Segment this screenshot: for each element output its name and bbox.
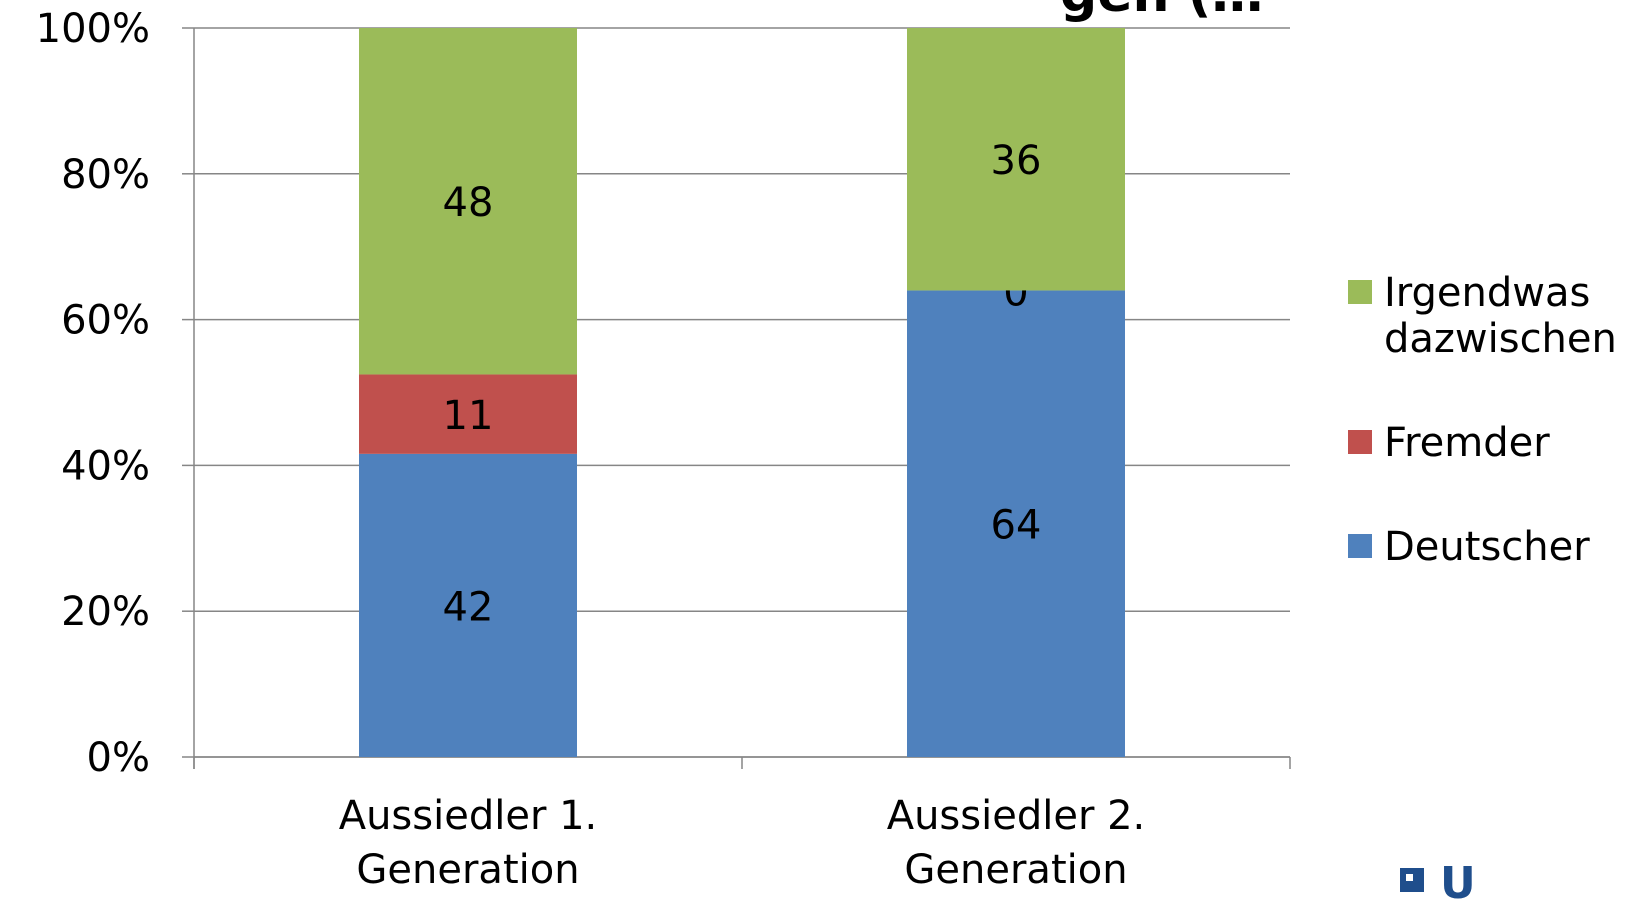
bar-segment (359, 374, 577, 454)
bar-segment (907, 290, 1125, 757)
y-tick-label: 100% (36, 6, 150, 52)
bar-segment (359, 28, 577, 375)
data-label: 42 (443, 584, 494, 630)
y-tick-label: 80% (61, 152, 150, 198)
data-label: 64 (991, 503, 1042, 549)
chart-title-fragment: gen (… (1060, 0, 1263, 24)
legend-swatch (1348, 280, 1372, 304)
legend-label: Irgendwas dazwischen (1384, 270, 1617, 362)
stacked-bar-chart: 0% 20% 40% 60% 80% 100% 42 11 48 Aussiedler 1. Gen… (36, 6, 1617, 888)
bar-segment (359, 453, 577, 757)
y-tick-label: 60% (61, 298, 150, 344)
y-tick-label: 40% (61, 443, 150, 489)
legend-label: Fremder (1384, 420, 1550, 466)
legend-label: Deutscher (1384, 524, 1590, 570)
data-label: 11 (443, 393, 494, 439)
legend-swatch (1348, 430, 1372, 454)
x-tick-label: Aussiedler 1. Generation (339, 793, 598, 888)
data-label: 36 (991, 138, 1042, 184)
bar-segment (907, 28, 1125, 291)
university-logo-text: U (1440, 858, 1476, 909)
y-tick-label: 20% (61, 589, 150, 635)
university-logo-icon (1400, 868, 1430, 898)
legend-swatch (1348, 534, 1372, 558)
y-tick-label: 0% (87, 735, 150, 781)
data-label: 48 (443, 180, 494, 226)
x-tick-label: Aussiedler 2. Generation (887, 793, 1146, 888)
